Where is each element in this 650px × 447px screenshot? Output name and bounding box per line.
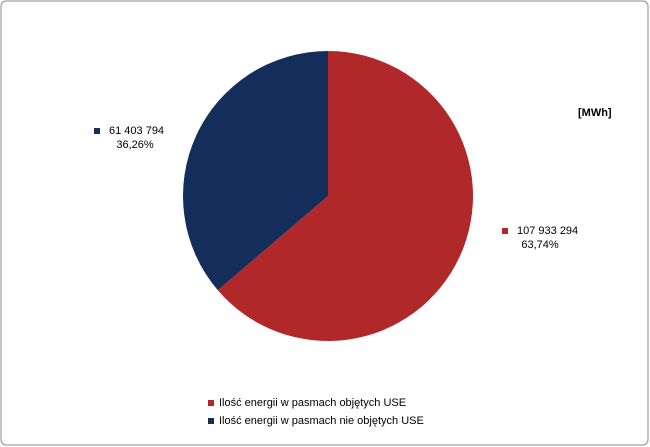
- data-label-percent: 63,74%: [521, 239, 559, 251]
- pie-slice: [183, 51, 328, 291]
- legend-label: Ilość energii w pasmach objętych USE: [219, 397, 406, 409]
- data-label-value: 61 403 794: [109, 125, 164, 137]
- data-label-value: 107 933 294: [517, 225, 578, 237]
- legend-marker: [208, 400, 214, 406]
- data-label-marker: [502, 228, 508, 234]
- legend-marker: [208, 418, 214, 424]
- data-label-percent: 36,26%: [116, 139, 154, 151]
- legend-label: Ilość energii w pasmach nie objętych USE: [219, 415, 424, 427]
- data-label-marker: [94, 128, 100, 134]
- pie-slice: [217, 51, 473, 342]
- unit-label: [MWh]: [578, 107, 612, 119]
